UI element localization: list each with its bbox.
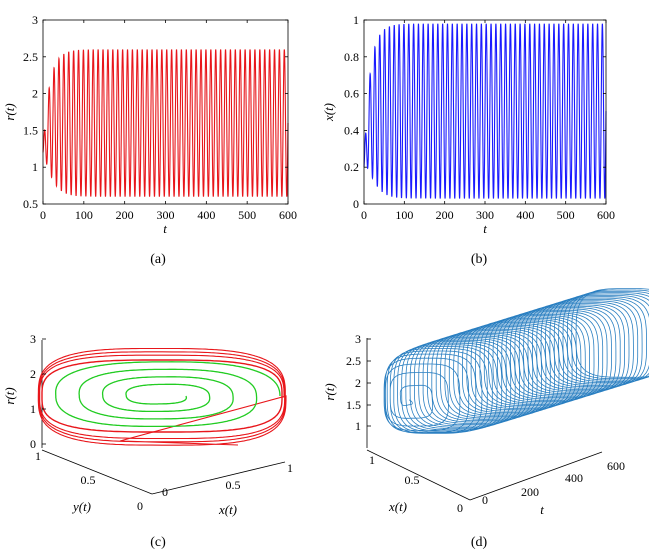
panel-d-ztick-label: 2 — [355, 376, 361, 390]
panel-d-xtick-label: 0 — [457, 501, 463, 515]
panel-b-ytick-label: 0.2 — [344, 160, 359, 174]
panel-b-xtick-label: 600 — [597, 208, 615, 222]
panel-d-xtick-label: 1 — [369, 453, 375, 467]
panel-c-y-axis — [41, 449, 153, 495]
panel-a-ytick-label: 1.5 — [23, 123, 38, 137]
panel-a-xtick-label: 0 — [40, 208, 46, 222]
panel-c-limit-cycle — [41, 359, 283, 433]
panel-b-caption: (b) — [471, 252, 488, 267]
panel-a-ytick-label: 1 — [32, 160, 38, 174]
panel-d-x-axis — [366, 449, 471, 501]
panel-d-ttick-label: 600 — [607, 459, 625, 473]
panel-c-zlabel: r(t) — [2, 387, 17, 404]
panel-d-ztick-label: 2.5 — [346, 354, 361, 368]
panel-c-ztick-label: 3 — [30, 332, 36, 346]
panel-d-ttick-label: 200 — [521, 485, 539, 499]
panel-c-trajectories — [37, 347, 287, 446]
panel-d-zlabel: r(t) — [322, 383, 337, 400]
panel-b-ytick-label: 0.8 — [344, 50, 359, 64]
panel-a-series-line — [42, 49, 289, 197]
panel-d-caption: (d) — [471, 535, 488, 550]
panel-a-xtick-label: 200 — [116, 208, 134, 222]
panel-a-xtick-label: 500 — [238, 208, 256, 222]
panel-a-ticks: 0 100 200 300 400 500 600 0.5 1 1.5 2 2.5 3 — [23, 13, 297, 222]
panel-b-ytick-label: 1 — [353, 13, 359, 27]
panel-b-series-line — [363, 23, 607, 199]
panel-c-ztick-label: 1 — [30, 402, 36, 416]
panel-b-series-path — [363, 23, 607, 199]
panel-d-ticks: 1 1.5 2 2.5 3 0 0.5 1 0 200 400 600 — [346, 332, 625, 515]
panel-c-ytick-label: 0.5 — [81, 473, 96, 487]
panel-c-ztick-label: 2 — [30, 367, 36, 381]
panel-d-xlabel: x(t) — [388, 499, 407, 514]
panel-b-xtick-label: 300 — [476, 208, 494, 222]
panel-d-ttick-label: 0 — [482, 493, 488, 507]
panel-c-red-trajectory — [37, 347, 287, 446]
panel-b-time-series-x: 0 100 200 300 400 500 600 0 0.2 0.4 0.6 0.8 1 t x(t)… — [321, 13, 615, 267]
panel-d-ttick-label: 400 — [565, 471, 583, 485]
panel-c-ylabel: y(t) — [71, 499, 91, 514]
panel-a-xtick-label: 100 — [75, 208, 93, 222]
panel-c-xtick-label: 1 — [287, 461, 293, 475]
panel-b-ytick-label: 0 — [353, 197, 359, 211]
panel-c-ytick-label: 0 — [137, 499, 143, 513]
panel-c-xtick-label: 0 — [162, 485, 168, 499]
panel-d-ztick-label: 1.5 — [346, 398, 361, 412]
panel-a-ytick-label: 0.5 — [23, 197, 38, 211]
panel-a-time-series-r: 0 100 200 300 400 500 600 0.5 1 1.5 2 2.5 3 t r(t) (… — [2, 13, 297, 267]
panel-b-xtick-label: 400 — [516, 208, 534, 222]
panel-a-series-path — [42, 49, 289, 197]
panel-c-ytick-label: 1 — [35, 449, 41, 463]
panel-c-green-trajectory — [55, 361, 281, 428]
panel-c-x-axis — [151, 461, 286, 495]
panel-a-caption: (a) — [150, 252, 166, 267]
panel-d-t-axis — [469, 451, 603, 501]
panel-a-ytick-label: 2 — [32, 87, 38, 101]
panel-a-xtick-label: 300 — [157, 208, 175, 222]
panel-b-xtick-label: 500 — [557, 208, 575, 222]
panel-b-xtick-label: 200 — [436, 208, 454, 222]
panel-c-xtick-label: 0.5 — [226, 478, 241, 492]
panel-a-ytick-label: 2.5 — [23, 50, 38, 64]
panel-b-xlabel: t — [483, 221, 487, 236]
panel-b-xtick-label: 0 — [361, 208, 367, 222]
panel-b-ticks: 0 100 200 300 400 500 600 0 0.2 0.4 0.6 0.8 1 — [344, 13, 615, 222]
panel-b-ylabel: x(t) — [321, 103, 336, 122]
panel-c-ztick-label: 0 — [30, 437, 36, 451]
panel-d-ztick-label: 3 — [355, 332, 361, 346]
panel-b-ytick-label: 0.4 — [344, 123, 359, 137]
panel-d-trajectory-path — [383, 288, 649, 434]
panel-c-caption: (c) — [150, 535, 166, 550]
panel-a-xtick-label: 400 — [197, 208, 215, 222]
panel-a-ylabel: r(t) — [2, 103, 17, 120]
panel-c-xlabel: x(t) — [218, 502, 237, 517]
panel-d-trajectory — [383, 288, 649, 434]
panel-a-ytick-label: 3 — [32, 13, 38, 27]
panel-a-xlabel: t — [163, 221, 167, 236]
panel-d-xtick-label: 0.5 — [405, 473, 420, 487]
panel-a-xtick-label: 600 — [279, 208, 297, 222]
panel-b-ytick-label: 0.6 — [344, 87, 359, 101]
panel-d-tlabel: t — [540, 502, 544, 517]
panel-b-xtick-label: 100 — [395, 208, 413, 222]
panel-d-ztick-label: 1 — [355, 419, 361, 433]
panel-d-trajectory-3d: 1 1.5 2 2.5 3 0 0.5 1 0 200 400 600 r(t) x(t) t (d) — [322, 288, 649, 550]
